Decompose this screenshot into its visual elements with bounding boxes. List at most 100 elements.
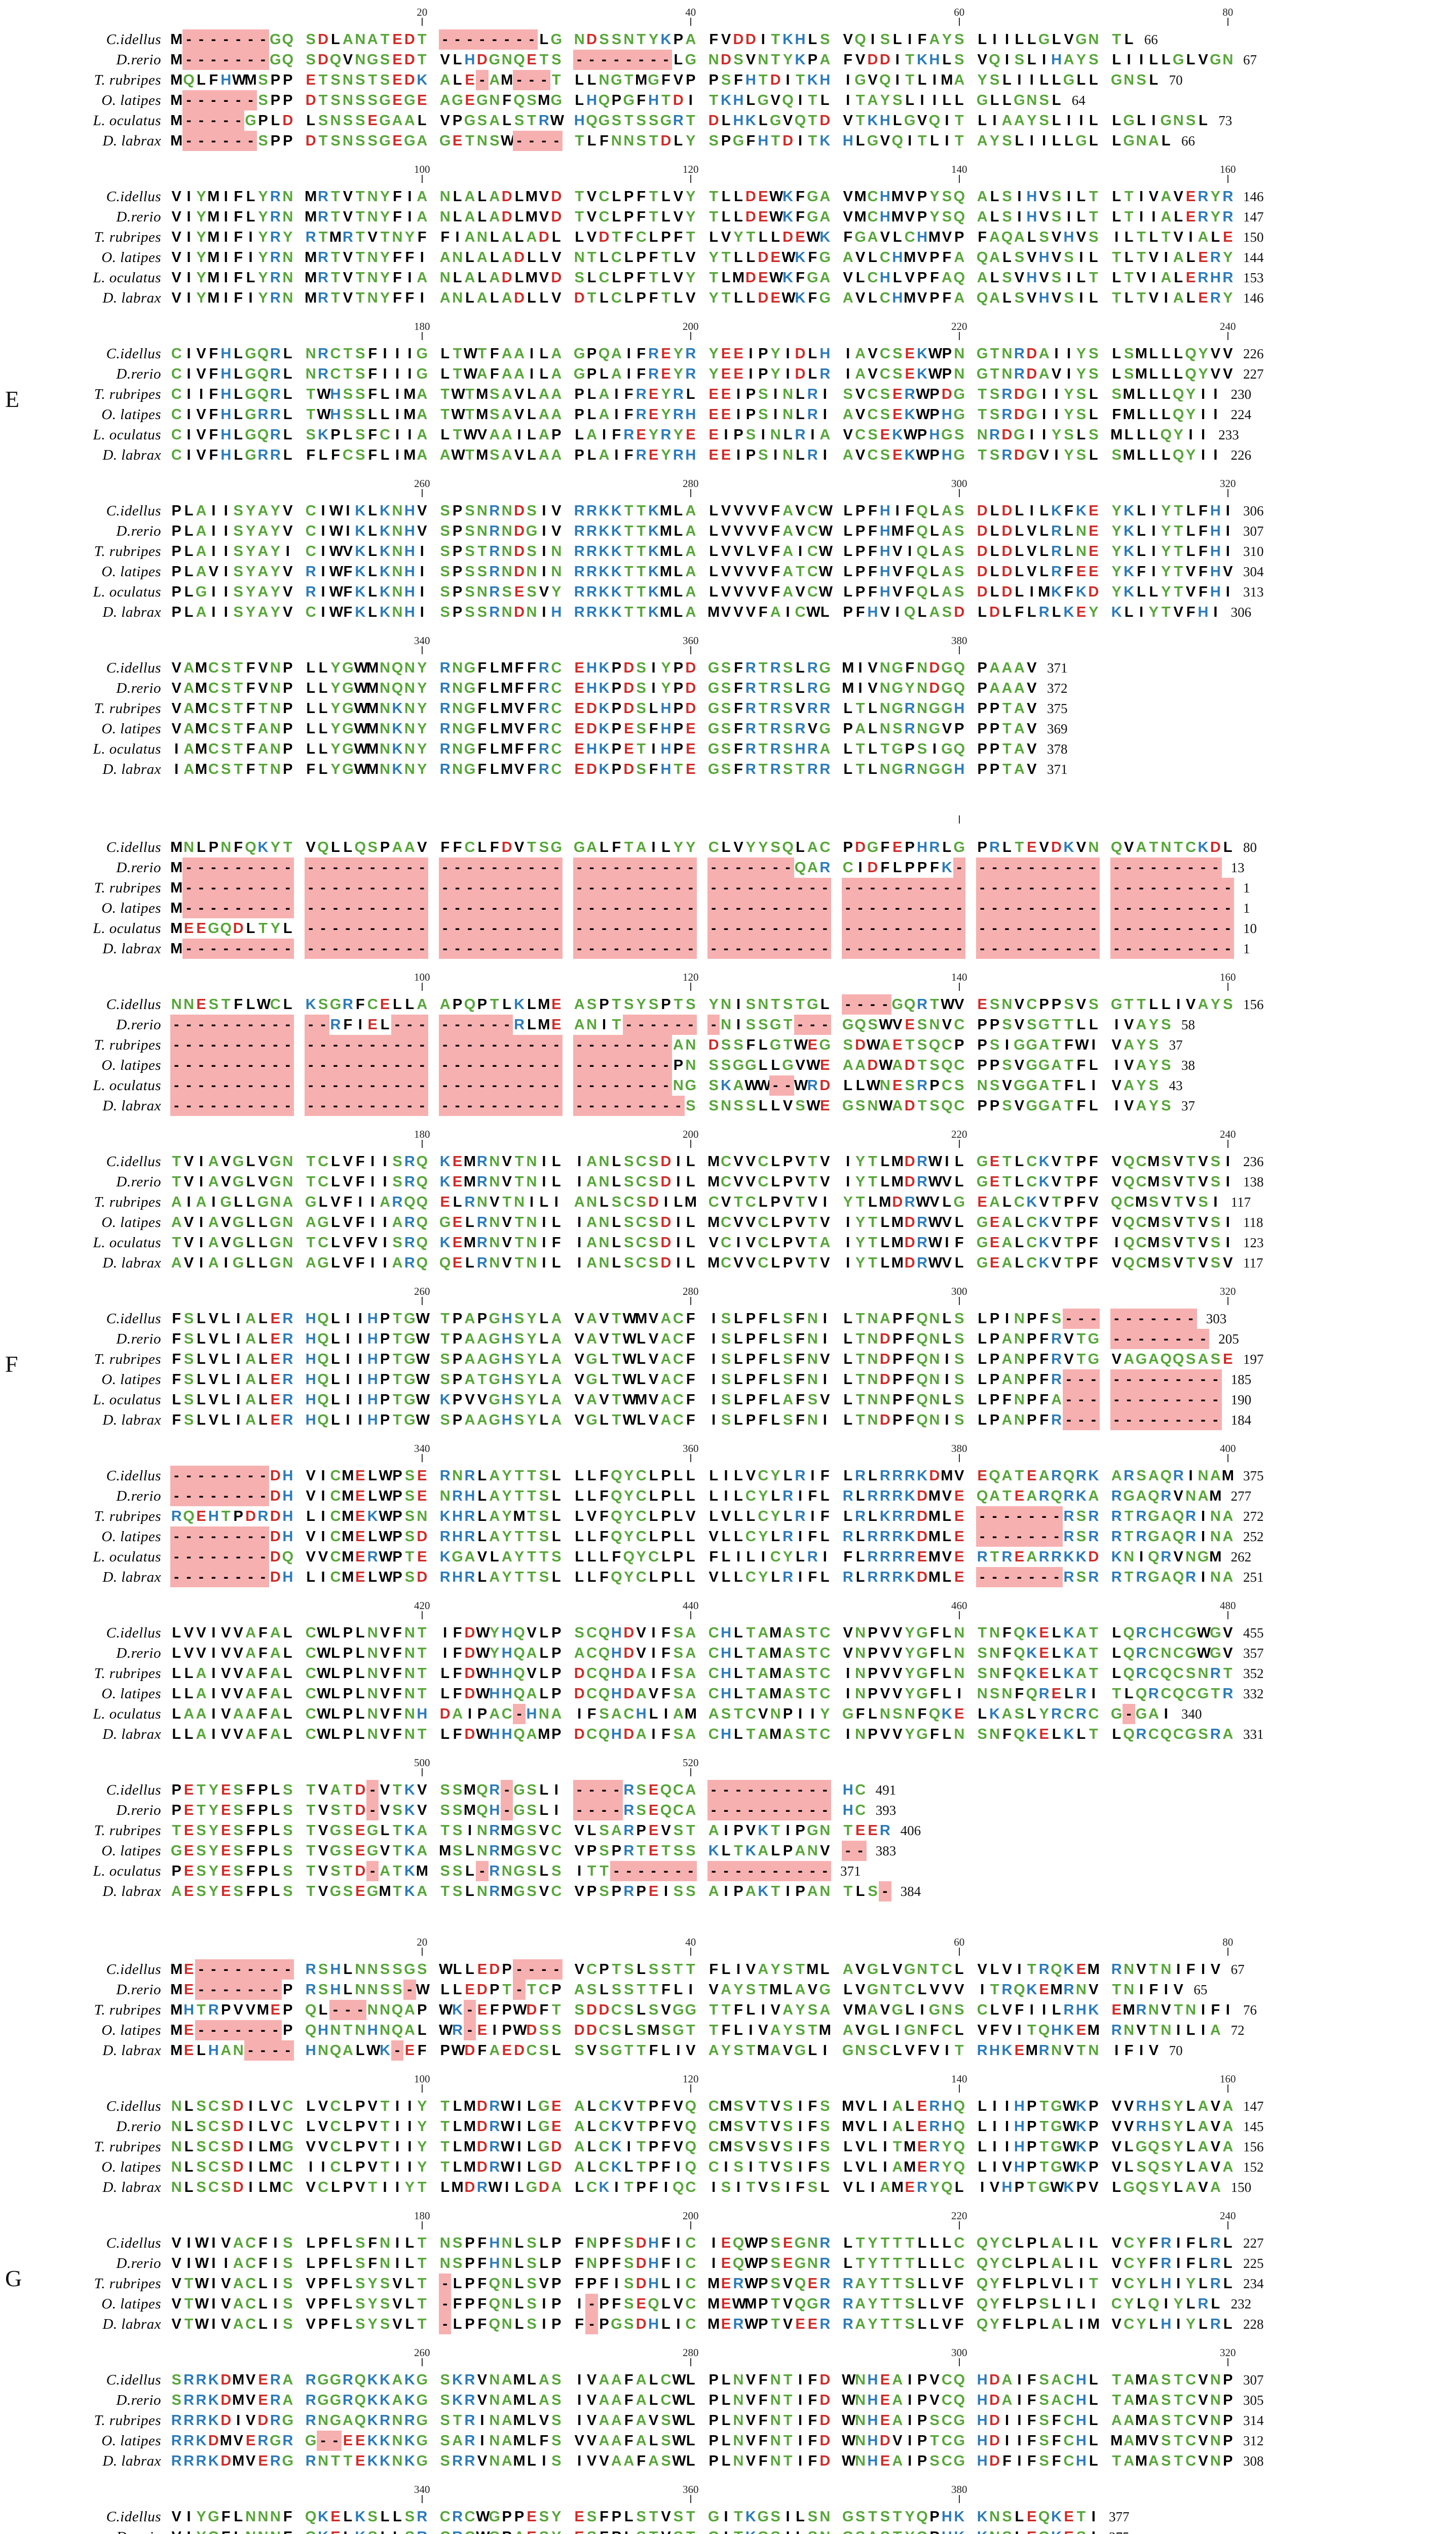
residue-cell: A <box>538 384 550 404</box>
residue-cell: A <box>1013 739 1025 759</box>
residue-cell: F <box>170 1349 182 1369</box>
residue-cell: I <box>354 1015 366 1035</box>
gap-cell: - <box>818 878 831 898</box>
residue-cell: A <box>550 1349 563 1369</box>
gap-cell: - <box>244 878 257 898</box>
gap-cell: - <box>1184 878 1197 898</box>
residue-cell: V <box>941 1015 953 1035</box>
residue-cell: Y <box>660 404 672 425</box>
ruler-number: 80 <box>1213 7 1243 18</box>
residue-cell: F <box>476 739 488 759</box>
residue-cell: I <box>538 521 550 541</box>
residue-cell: Y <box>269 501 281 521</box>
ruler-tick-bar <box>958 175 960 183</box>
residue-cell: M <box>366 739 379 759</box>
residue-cell: V <box>1026 288 1038 308</box>
gap-cell: - <box>659 939 673 959</box>
residue-cell: T <box>489 994 501 1015</box>
residue-cell: G <box>269 29 281 50</box>
gap-cell: - <box>1197 858 1210 878</box>
residue-cell: A <box>1026 1486 1038 1506</box>
residue-cell: S <box>1063 247 1075 268</box>
gap-cell: - <box>525 939 538 959</box>
residue-cell: I <box>891 501 904 521</box>
residue-cell: W <box>794 1035 808 1055</box>
residue-cell: K <box>781 29 794 50</box>
residue-cell: C <box>854 425 866 445</box>
residue-cell: P <box>1063 1192 1075 1212</box>
residue-cell: L <box>1088 131 1100 151</box>
residue-cell: I <box>647 658 659 678</box>
residue-cell: T <box>354 247 366 268</box>
residue-cell: T <box>282 837 294 858</box>
residue-cell: H <box>501 1369 513 1390</box>
residue-cell: E <box>526 50 538 70</box>
residue-cell: L <box>538 29 550 50</box>
gap-cell: - <box>672 898 685 918</box>
residue-cell: M <box>1222 1466 1234 1486</box>
residue-cell: Y <box>769 1466 781 1486</box>
residue-cell: L <box>732 1349 744 1369</box>
residue-cell: F <box>342 1192 354 1212</box>
residue-cell: Y <box>757 1526 769 1547</box>
residue-cell: H <box>1038 247 1050 268</box>
residue-cell: L <box>1147 404 1160 425</box>
residue-cell: S <box>707 1075 720 1096</box>
residue-cell: F <box>647 247 659 268</box>
residue-cell: Y <box>1222 288 1234 308</box>
residue-cell: V <box>916 110 928 131</box>
residue-cell: F <box>623 227 635 247</box>
residue-count: 43 <box>1169 1075 1183 1096</box>
gap-cell: - <box>928 939 941 959</box>
gap-cell: - <box>256 29 270 50</box>
residue-cell: P <box>928 384 941 404</box>
residue-count: 70 <box>1169 70 1183 90</box>
residue-cell: L <box>342 425 354 445</box>
gap-cell: - <box>1110 858 1123 878</box>
residue-cell: F <box>1088 1151 1100 1172</box>
residue-cell: L <box>842 541 854 562</box>
residue-cell: F <box>867 501 879 521</box>
residue-cell: M <box>928 1486 941 1506</box>
residue-cell: Y <box>379 207 391 227</box>
residue-count: 306 <box>1243 501 1264 521</box>
residue-cell: A <box>660 1390 672 1410</box>
residue-cell: A <box>842 288 854 308</box>
residue-cell: W <box>354 739 368 759</box>
gap-cell: - <box>451 29 464 50</box>
ruler-tick: 280 <box>676 1286 706 1305</box>
residue-cell: F <box>635 187 647 207</box>
residue-cell: E <box>366 110 379 131</box>
gap-cell: - <box>1135 1410 1148 1430</box>
residue-cell: I <box>416 562 428 582</box>
residue-cell: L <box>1184 541 1197 562</box>
residue-cell: H <box>1038 288 1050 308</box>
residue-cell: T <box>660 288 672 308</box>
gap-cell: - <box>207 50 220 70</box>
residue-cell: K <box>1197 837 1209 858</box>
residue-cell: V <box>854 384 866 404</box>
residue-cell: N <box>953 344 965 364</box>
residue-cell: L <box>1001 837 1013 858</box>
residue-cell: T <box>879 739 891 759</box>
residue-cell: Q <box>953 207 965 227</box>
residue-cell: A <box>501 288 513 308</box>
residue-cell: P <box>379 1369 391 1390</box>
residue-cell: F <box>232 837 244 858</box>
residue-cell: S <box>842 1035 854 1055</box>
gap-cell: - <box>842 898 854 918</box>
residue-cell: K <box>916 344 928 364</box>
residue-cell: D <box>550 268 563 288</box>
residue-cell: I <box>1209 1192 1221 1212</box>
residue-cell: E <box>904 364 916 384</box>
residue-cell: C <box>720 1253 732 1273</box>
residue-cell: P <box>660 227 672 247</box>
ruler-number: 180 <box>407 1129 437 1140</box>
residue-cell: L <box>1160 404 1172 425</box>
residue-cell: T <box>867 1151 879 1172</box>
residue-cell: H <box>916 227 928 247</box>
residue-cell: I <box>1160 288 1172 308</box>
residue-cell: A <box>928 29 941 50</box>
gap-cell: - <box>1038 898 1051 918</box>
residue-cell: D <box>744 29 757 50</box>
